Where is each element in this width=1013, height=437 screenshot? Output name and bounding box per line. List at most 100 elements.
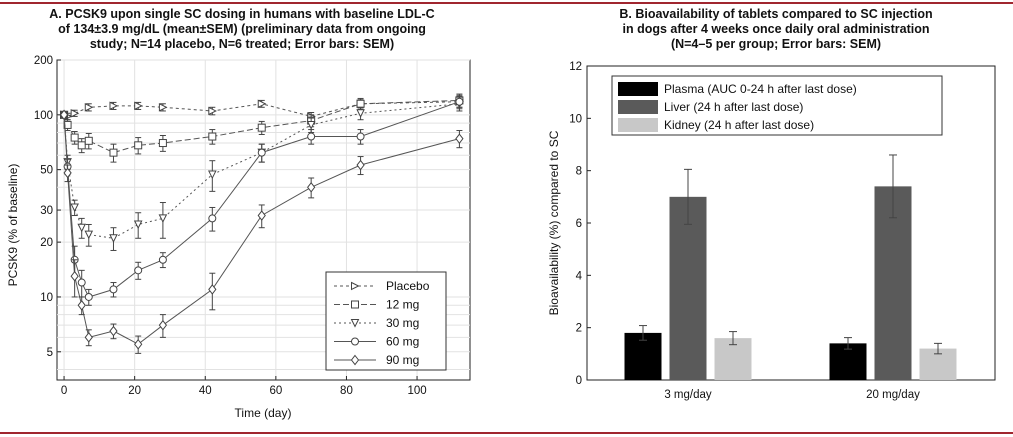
panel-a-data-point bbox=[208, 170, 217, 180]
panel-a-x-tick-label: 0 bbox=[61, 385, 67, 397]
panel-a-title-line-1: A. PCSK9 upon single SC dosing in humans… bbox=[49, 7, 434, 21]
panel-a-data-point bbox=[455, 97, 464, 106]
panel-b-y-tick-label: 4 bbox=[576, 270, 583, 282]
panel-a-data-point bbox=[134, 338, 143, 350]
panel-a-data-point bbox=[109, 148, 118, 157]
panel-a-data-point bbox=[134, 141, 143, 150]
panel-a-title-line-3: study; N=14 placebo, N=6 treated; Error … bbox=[90, 37, 394, 51]
panel-a-data-point bbox=[257, 148, 266, 157]
panel-a-y-tick-label: 20 bbox=[40, 237, 53, 249]
panel-a-data-point bbox=[455, 133, 464, 144]
panel-a-series-4 bbox=[59, 109, 464, 354]
panel-a-data-point bbox=[158, 214, 168, 224]
panel-a-y-axis-label: PCSK9 (% of baseline) bbox=[6, 164, 20, 287]
panel-b-y-axis-label: Bioavailability (%) compared to SC bbox=[547, 130, 561, 315]
panel-a-data-point bbox=[158, 255, 167, 264]
panel-a-data-point bbox=[158, 139, 167, 148]
panel-b-ticks: 0 2 4 6 8 10 12 3 mg/day 20 mg/day bbox=[569, 61, 920, 401]
panel-b-legend-swatch bbox=[618, 100, 658, 114]
panel-a-data-point bbox=[257, 123, 266, 132]
panel-a-y-tick-label: 5 bbox=[47, 347, 53, 359]
panel-a-y-tick-label: 200 bbox=[34, 55, 53, 67]
panel-a-legend-box bbox=[325, 271, 447, 371]
panel-a-legend-marker bbox=[351, 281, 360, 291]
panel-a-data-point bbox=[208, 106, 217, 116]
panel-a-data-point bbox=[77, 223, 87, 233]
panel-a-x-tick-label: 40 bbox=[199, 385, 212, 397]
panel-a-data-point bbox=[77, 299, 86, 311]
panel-a-data-point bbox=[109, 234, 118, 243]
panel-a-y-tick-label: 100 bbox=[34, 110, 53, 122]
panel-b-bars bbox=[624, 154, 957, 380]
panel-a-data-point bbox=[208, 214, 217, 223]
panel-a-data-point bbox=[70, 270, 79, 282]
panel-a-data-point bbox=[356, 109, 365, 118]
panel-b-title-line-1: B. Bioavailability of tablets compared t… bbox=[619, 7, 932, 21]
panel-b-y-tick-label: 12 bbox=[569, 61, 582, 73]
panel-a-legend-marker bbox=[350, 319, 360, 328]
panel-a-legend-marker bbox=[350, 354, 360, 366]
panel-a-legend: Placebo 12 mg 30 mg 60 mg 90 mg bbox=[325, 271, 447, 371]
panel-b-y-tick-label: 2 bbox=[576, 323, 582, 335]
panel-a-legend-label: 30 mg bbox=[386, 316, 419, 330]
panel-b-bar bbox=[669, 196, 707, 380]
panel-a-data-point bbox=[84, 136, 93, 145]
panel-a-data-point bbox=[257, 210, 266, 221]
panel-a-data-point bbox=[84, 230, 94, 240]
panel-a-y-tick-label: 10 bbox=[40, 292, 53, 304]
panel-a-x-axis-label: Time (day) bbox=[235, 406, 292, 420]
panel-a-data-point bbox=[63, 120, 72, 129]
bottom-rule bbox=[0, 432, 1013, 434]
panel-a-y-tick-label: 30 bbox=[40, 205, 53, 217]
panel-a-data-point bbox=[208, 132, 217, 141]
panel-b-legend-swatch bbox=[618, 118, 658, 132]
panel-a-data-point bbox=[84, 332, 93, 343]
panel-a-data-point bbox=[63, 167, 72, 179]
panel-a-series-0 bbox=[60, 96, 465, 122]
panel-b-y-tick-label: 0 bbox=[576, 375, 582, 387]
panel-a-data-point bbox=[158, 319, 168, 331]
panel-a-x-tick-label: 80 bbox=[340, 385, 353, 397]
panel-a-legend-marker bbox=[351, 300, 359, 309]
panel-a-legend-marker bbox=[351, 337, 359, 346]
panel-b-legend-box bbox=[611, 75, 943, 136]
panel-a: A. PCSK9 upon single SC dosing in humans… bbox=[6, 7, 471, 420]
panel-b-legend-label: Kidney (24 h after last dose) bbox=[664, 118, 814, 132]
panel-a-x-tick-label: 20 bbox=[128, 385, 141, 397]
panel-a-data-point bbox=[109, 325, 118, 337]
panel-a-data-point bbox=[306, 120, 316, 130]
panel-a-series bbox=[59, 93, 465, 354]
panel-a-x-tick-label: 60 bbox=[269, 385, 282, 397]
panel-a-data-point bbox=[70, 108, 80, 118]
panel-a-data-point bbox=[208, 284, 217, 295]
panel-a-data-point bbox=[133, 220, 143, 230]
panel-b-legend-label: Liver (24 h after last dose) bbox=[664, 100, 803, 114]
panel-a-data-point bbox=[356, 132, 365, 141]
panel-a-data-point bbox=[59, 109, 69, 121]
panel-b-x-tick-label: 20 mg/day bbox=[866, 389, 920, 401]
panel-a-data-point bbox=[134, 101, 143, 111]
panel-b-legend-label: Plasma (AUC 0-24 h after last dose) bbox=[664, 82, 857, 96]
panel-a-legend-label: 60 mg bbox=[386, 335, 419, 349]
panel-a-data-point bbox=[84, 102, 94, 112]
panel-a-data-point bbox=[77, 278, 86, 287]
panel-b-y-tick-label: 8 bbox=[576, 166, 582, 178]
panel-b-title-line-3: (N=4–5 per group; Error bars: SEM) bbox=[671, 37, 881, 51]
panel-a-data-point bbox=[134, 266, 143, 275]
panel-a-legend-label: 12 mg bbox=[386, 298, 419, 312]
panel-a-series-line bbox=[63, 101, 460, 117]
panel-a-data-point bbox=[307, 181, 316, 193]
panel-b-legend: Plasma (AUC 0-24 h after last dose) Liver… bbox=[611, 75, 943, 136]
panel-b-y-tick-label: 6 bbox=[576, 218, 582, 230]
panel-a-data-point bbox=[158, 102, 168, 112]
panel-b-bar bbox=[874, 186, 912, 380]
panel-a-x-tick-label: 100 bbox=[407, 385, 426, 397]
panel-b-y-tick-label: 10 bbox=[569, 113, 582, 125]
panel-b: B. Bioavailability of tablets compared t… bbox=[547, 7, 996, 401]
panel-a-data-point bbox=[109, 285, 118, 294]
panel-a-legend-label: Placebo bbox=[386, 279, 430, 293]
panel-b-legend-swatch bbox=[618, 82, 658, 96]
panel-a-data-point bbox=[109, 101, 119, 111]
panel-b-x-tick-label: 3 mg/day bbox=[664, 389, 712, 401]
